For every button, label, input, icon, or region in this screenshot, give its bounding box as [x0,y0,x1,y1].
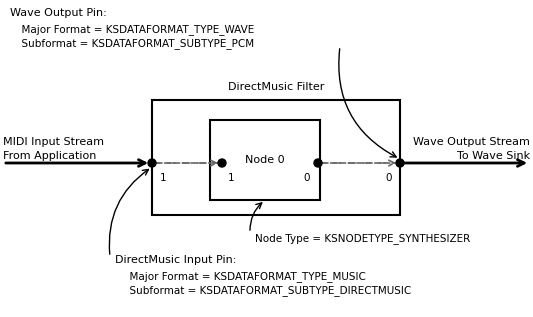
Text: Subformat = KSDATAFORMAT_SUBTYPE_PCM: Subformat = KSDATAFORMAT_SUBTYPE_PCM [15,38,254,49]
Text: Wave Output Stream: Wave Output Stream [413,137,530,147]
Text: 1: 1 [228,173,235,183]
Text: Node Type = KSNODETYPE_SYNTHESIZER: Node Type = KSNODETYPE_SYNTHESIZER [255,233,470,244]
Text: From Application: From Application [3,151,96,161]
Text: Wave Output Pin:: Wave Output Pin: [10,8,107,18]
Circle shape [148,159,156,167]
Bar [210,120,320,200]
Text: DirectMusic Filter: DirectMusic Filter [228,82,324,92]
Text: To Wave Sink: To Wave Sink [457,151,530,161]
Text: 0: 0 [385,173,392,183]
Text: Major Format = KSDATAFORMAT_TYPE_WAVE: Major Format = KSDATAFORMAT_TYPE_WAVE [15,24,254,35]
Circle shape [314,159,322,167]
Circle shape [218,159,226,167]
Text: Node 0: Node 0 [245,155,285,165]
Text: 1: 1 [160,173,167,183]
Text: Major Format = KSDATAFORMAT_TYPE_MUSIC: Major Format = KSDATAFORMAT_TYPE_MUSIC [123,271,366,282]
Bar [152,100,400,215]
Text: MIDI Input Stream: MIDI Input Stream [3,137,104,147]
Text: DirectMusic Input Pin:: DirectMusic Input Pin: [115,255,236,265]
Text: 0: 0 [303,173,310,183]
Circle shape [396,159,404,167]
Text: Subformat = KSDATAFORMAT_SUBTYPE_DIRECTMUSIC: Subformat = KSDATAFORMAT_SUBTYPE_DIRECTM… [123,285,411,296]
